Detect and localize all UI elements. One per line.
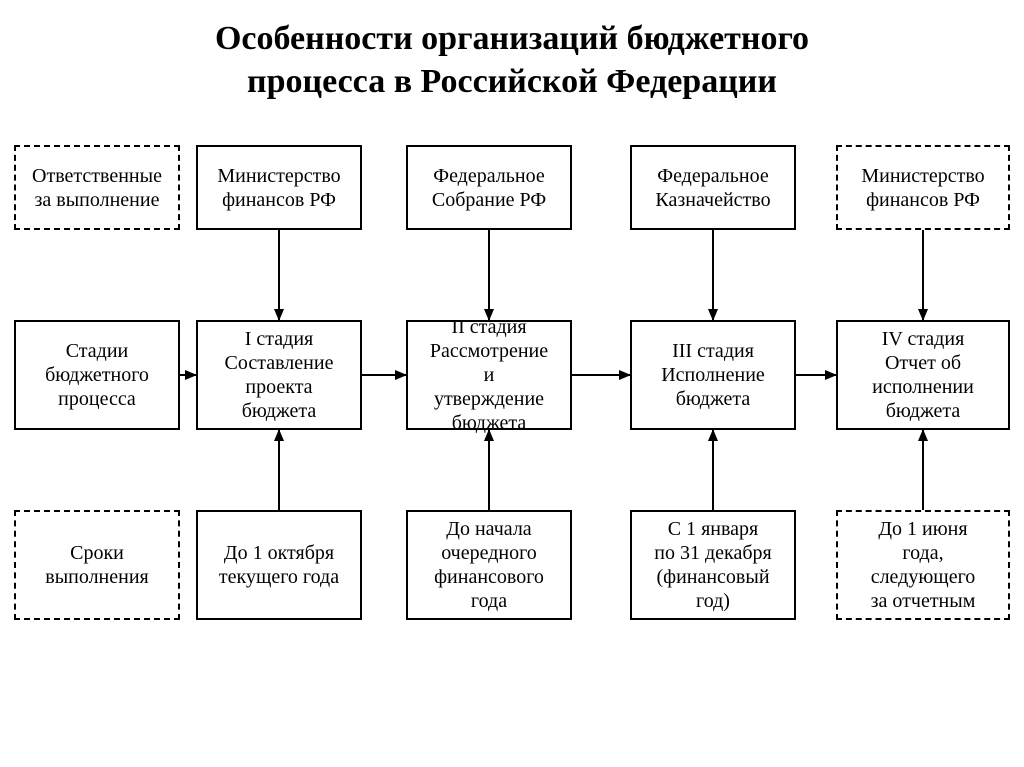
node-t1: Министерство финансов РФ <box>196 145 362 230</box>
node-b1: До 1 октября текущего года <box>196 510 362 620</box>
diagram-title: Особенности организаций бюджетного проце… <box>0 18 1024 103</box>
node-b3: С 1 января по 31 декабря (финансовый год… <box>630 510 796 620</box>
node-t3: Федеральное Казначейство <box>630 145 796 230</box>
node-m4: IV стадия Отчет об исполнении бюджета <box>836 320 1010 430</box>
node-m3: III стадия Исполнение бюджета <box>630 320 796 430</box>
node-m1: I стадия Составление проекта бюджета <box>196 320 362 430</box>
node-t4: Министерство финансов РФ <box>836 145 1010 230</box>
node-b4: До 1 июня года, следующего за отчетным <box>836 510 1010 620</box>
node-t0: Ответственные за выполнение <box>14 145 180 230</box>
node-t2: Федеральное Собрание РФ <box>406 145 572 230</box>
node-b2: До начала очередного финансового года <box>406 510 572 620</box>
node-m2: II стадия Рассмотрение и утверждение бюд… <box>406 320 572 430</box>
node-b0: Сроки выполнения <box>14 510 180 620</box>
node-m0: Стадии бюджетного процесса <box>14 320 180 430</box>
